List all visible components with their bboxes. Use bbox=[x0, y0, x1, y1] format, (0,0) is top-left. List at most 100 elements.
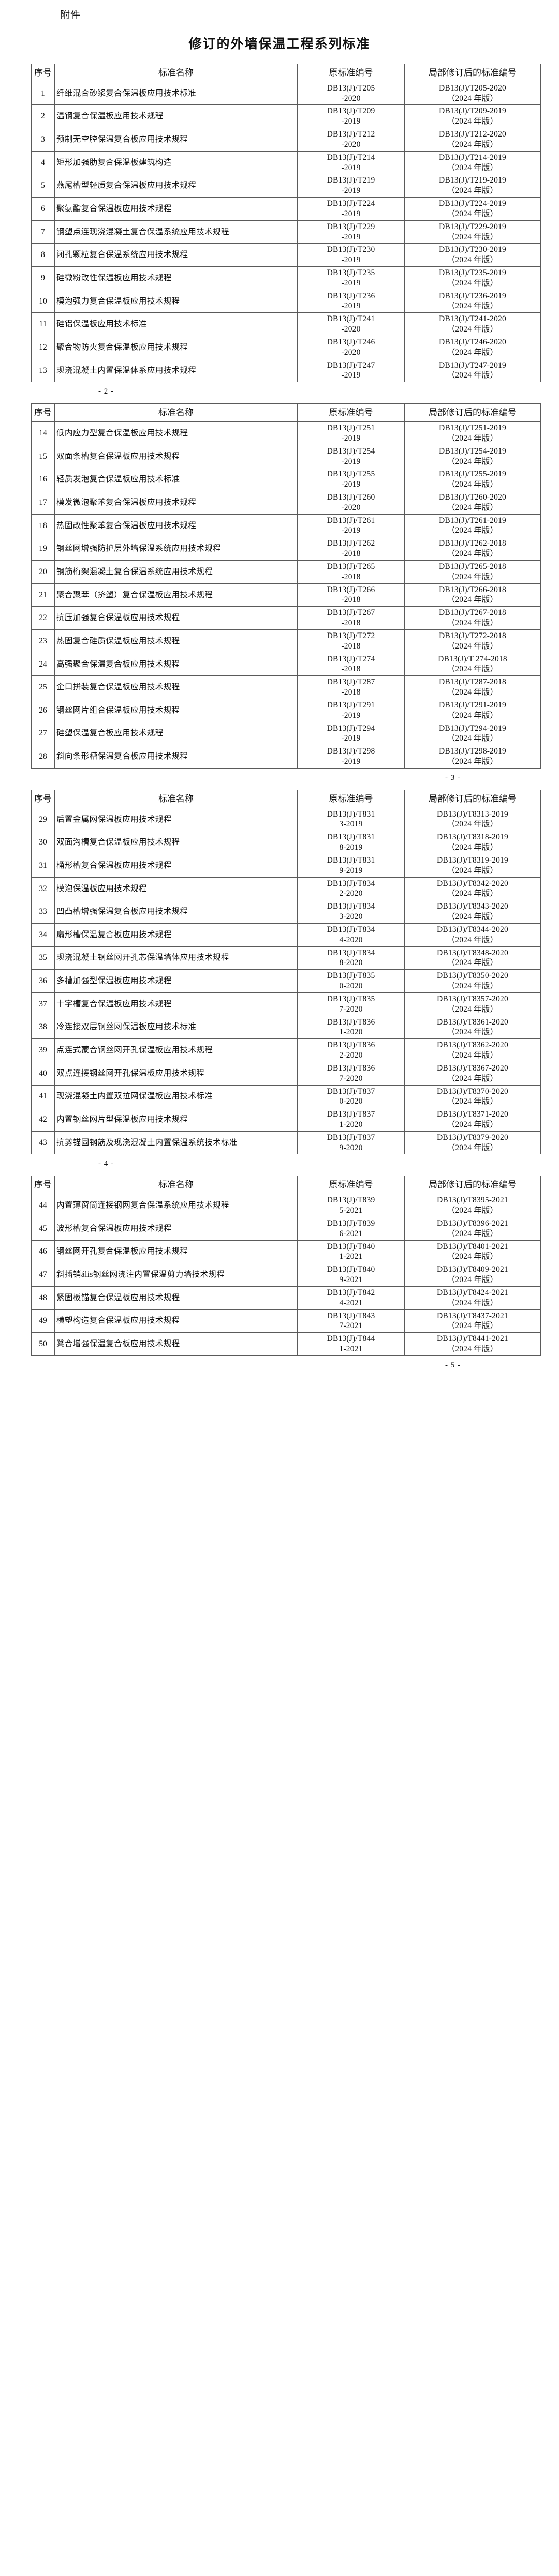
old-code-line-1: DB13(J)/T836 bbox=[327, 1017, 375, 1027]
cell-old-code: DB13(J)/T842 4-2021 bbox=[297, 1286, 405, 1310]
cell-old-code: DB13(J)/T294 -2019 bbox=[297, 721, 405, 746]
cell-index: 11 bbox=[31, 312, 55, 336]
old-code-line-2: -2020 bbox=[341, 140, 361, 149]
new-code-line-1: DB13(J)/T8367-2020 bbox=[437, 1063, 508, 1073]
cell-old-code: DB13(J)/T224 -2019 bbox=[297, 197, 405, 221]
cell-old-code: DB13(J)/T840 1-2021 bbox=[297, 1240, 405, 1264]
cell-old-code: DB13(J)/T835 7-2020 bbox=[297, 992, 405, 1016]
cell-standard-name: 后置金属网保温板应用技术规程 bbox=[54, 807, 298, 832]
cell-new-code: DB13(J)/T8371-2020 （2024 年版） bbox=[404, 1108, 541, 1132]
table-row: 8 闭孔颗粒复合保温系统应用技术规程 DB13(J)/T230 -2019 DB13(J… bbox=[31, 243, 541, 267]
cell-index: 39 bbox=[31, 1038, 55, 1062]
old-code-line-1: DB13(J)/T842 bbox=[327, 1288, 375, 1297]
cell-new-code: DB13(J)/T8395-2021 （2024 年版） bbox=[404, 1194, 541, 1217]
cell-index: 7 bbox=[31, 220, 55, 244]
cell-new-code: DB13(J)/T241-2020 （2024 年版） bbox=[404, 312, 541, 336]
old-code-line-1: DB13(J)/T251 bbox=[327, 424, 375, 433]
new-code-line-2: （2024 年版） bbox=[447, 757, 498, 766]
old-code-line-1: DB13(J)/T212 bbox=[327, 130, 375, 139]
old-code-line-1: DB13(J)/T255 bbox=[327, 470, 375, 479]
cell-old-code: DB13(J)/T836 7-2020 bbox=[297, 1061, 405, 1086]
table-row: 6 聚氨酯复合保温板应用技术规程 DB13(J)/T224 -2019 DB13(J)/… bbox=[31, 197, 541, 221]
cell-standard-name: 企口拼装复合保温板应用技术规程 bbox=[54, 675, 298, 699]
new-code-line-2: （2024 年版） bbox=[447, 866, 498, 875]
new-code-line-1: DB13(J)/T230-2019 bbox=[439, 245, 506, 254]
old-code-line-1: DB13(J)/T265 bbox=[327, 562, 375, 571]
cell-old-code: DB13(J)/T255 -2019 bbox=[297, 468, 405, 491]
table-row: 11 硅铝保温板应用技术标准 DB13(J)/T241 -2020 DB13(J)/T2… bbox=[31, 312, 541, 336]
column-header-old-code: 原标准编号 bbox=[297, 1176, 405, 1195]
old-code-line-1: DB13(J)/T246 bbox=[327, 337, 375, 347]
cell-old-code: DB13(J)/T209 -2019 bbox=[297, 104, 405, 129]
cell-standard-name: 钢丝网开孔复合保温板应用技术规程 bbox=[54, 1240, 298, 1264]
column-header-old-code: 原标准编号 bbox=[297, 789, 405, 808]
cell-old-code: DB13(J)/T266 -2018 bbox=[297, 583, 405, 607]
cell-index: 8 bbox=[31, 243, 55, 267]
column-header-name: 标准名称 bbox=[54, 1176, 298, 1195]
cell-standard-name: 纤维混合砂浆复合保温板应用技术标准 bbox=[54, 81, 298, 106]
old-code-line-2: -2018 bbox=[341, 619, 361, 628]
cell-old-code: DB13(J)/T834 2-2020 bbox=[297, 877, 405, 901]
table-row: 7 钢塑点连现浇混凝土复合保温系统应用技术规程 DB13(J)/T229 -2019 D… bbox=[31, 220, 541, 244]
cell-standard-name: 钢塑点连现浇混凝土复合保温系统应用技术规程 bbox=[54, 220, 298, 244]
new-code-line-1: DB13(J)/T214-2019 bbox=[439, 153, 506, 162]
new-code-line-1: DB13(J)/T212-2020 bbox=[439, 130, 506, 139]
cell-new-code: DB13(J)/T291-2019 （2024 年版） bbox=[404, 698, 541, 722]
new-code-line-2: （2024 年版） bbox=[447, 982, 498, 991]
new-code-line-2: （2024 年版） bbox=[447, 1229, 498, 1238]
old-code-line-2: 7-2020 bbox=[339, 1074, 363, 1083]
table-row: 28 斜向条形槽保温复合板应用技术规程 DB13(J)/T298 -2019 DB13(… bbox=[31, 745, 541, 769]
cell-new-code: DB13(J)/T294-2019 （2024 年版） bbox=[404, 721, 541, 746]
new-code-line-1: DB13(J)/T246-2020 bbox=[439, 337, 506, 347]
cell-new-code: DB13(J)/T8437-2021 （2024 年版） bbox=[404, 1309, 541, 1333]
attachment-label: 附件 bbox=[60, 10, 81, 21]
table-row: 5 燕尾槽型轻质复合保温板应用技术规程 DB13(J)/T219 -2019 DB13(… bbox=[31, 174, 541, 198]
new-code-line-2: （2024 年版） bbox=[447, 503, 498, 512]
old-code-line-1: DB13(J)/T235 bbox=[327, 268, 375, 277]
old-code-line-2: 2-2020 bbox=[339, 1051, 363, 1060]
cell-new-code: DB13(J)/T8318-2019 （2024 年版） bbox=[404, 831, 541, 854]
cell-standard-name: 钢丝网片组合保温板应用技术规程 bbox=[54, 698, 298, 722]
cell-standard-name: 现浇混凝土钢丝网开孔芯保温墙体应用技术规程 bbox=[54, 946, 298, 970]
new-code-line-2: （2024 年版） bbox=[447, 1298, 498, 1307]
cell-new-code: DB13(J)/T8396-2021 （2024 年版） bbox=[404, 1216, 541, 1241]
cell-index: 17 bbox=[31, 491, 55, 515]
cell-standard-name: 轻质发泡复合保温板应用技术标准 bbox=[54, 468, 298, 491]
cell-new-code: DB13(J)/T8343-2020 （2024 年版） bbox=[404, 900, 541, 924]
new-code-line-2: （2024 年版） bbox=[447, 371, 498, 380]
cell-index: 40 bbox=[31, 1061, 55, 1086]
cell-old-code: DB13(J)/T260 -2020 bbox=[297, 491, 405, 515]
cell-index: 49 bbox=[31, 1309, 55, 1333]
old-code-line-2: -2018 bbox=[341, 595, 361, 605]
cell-old-code: DB13(J)/T839 6-2021 bbox=[297, 1216, 405, 1241]
cell-index: 29 bbox=[31, 807, 55, 832]
cell-old-code: DB13(J)/T267 -2018 bbox=[297, 606, 405, 630]
cell-standard-name: 聚合物防火复合保温板应用技术规程 bbox=[54, 335, 298, 359]
cell-standard-name: 双面条槽复合保温板应用技术规程 bbox=[54, 444, 298, 469]
old-code-line-2: -2019 bbox=[341, 163, 361, 172]
new-code-line-2: （2024 年版） bbox=[447, 433, 498, 443]
cell-standard-name: 波形槽复合保温板应用技术规程 bbox=[54, 1216, 298, 1241]
table-header-row: 序号 标准名称 原标准编号 局部修订后的标准编号 bbox=[31, 1176, 541, 1195]
cell-old-code: DB13(J)/T265 -2018 bbox=[297, 560, 405, 584]
old-code-line-2: -2019 bbox=[341, 371, 361, 380]
cell-new-code: DB13(J)/T287-2018 （2024 年版） bbox=[404, 675, 541, 699]
old-code-line-2: -2019 bbox=[341, 232, 361, 242]
old-code-line-1: DB13(J)/T834 bbox=[327, 902, 375, 911]
cell-standard-name: 聚氨酯复合保温板应用技术规程 bbox=[54, 197, 298, 221]
cell-new-code: DB13(J)/T8424-2021 （2024 年版） bbox=[404, 1286, 541, 1310]
cell-index: 47 bbox=[31, 1263, 55, 1287]
new-code-line-2: （2024 年版） bbox=[447, 1051, 498, 1060]
new-code-line-2: （2024 年版） bbox=[447, 1028, 498, 1037]
new-code-line-2: （2024 年版） bbox=[447, 912, 498, 922]
old-code-line-2: 0-2020 bbox=[339, 982, 363, 991]
cell-old-code: DB13(J)/T229 -2019 bbox=[297, 220, 405, 244]
new-code-line-2: （2024 年版） bbox=[447, 1143, 498, 1152]
document-page: 附件 修订的外墙保温工程系列标准 序号 标准名称 原标准编号 局部修订后的标准编… bbox=[31, 10, 541, 1369]
cell-index: 13 bbox=[31, 358, 55, 383]
new-code-line-2: （2024 年版） bbox=[447, 935, 498, 944]
table-section-3: 序号 标准名称 原标准编号 局部修订后的标准编号 29 后置金属网保温板应用技术规… bbox=[31, 789, 541, 1155]
table-body-4: 44 内置薄窗筒连接钢网复合保温系统应用技术规程 DB13(J)/T839 5-202… bbox=[31, 1194, 541, 1356]
cell-old-code: DB13(J)/T274 -2018 bbox=[297, 652, 405, 676]
page-marker-3: - 3 - bbox=[445, 773, 461, 782]
